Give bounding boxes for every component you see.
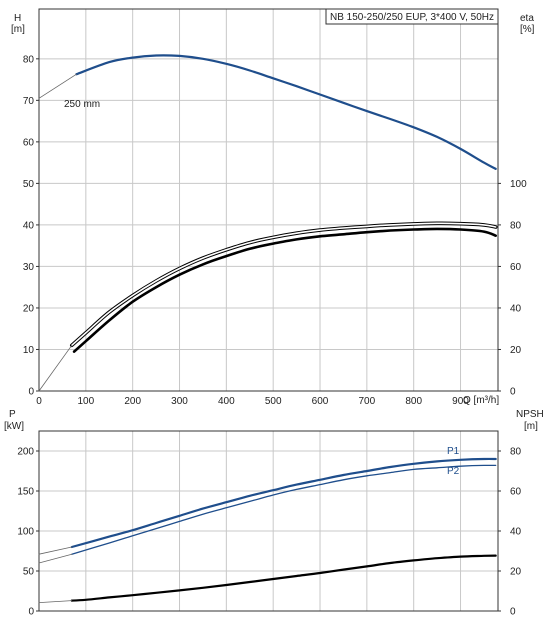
top-right-tick-label: 40 [510, 303, 522, 314]
top-grid [39, 9, 498, 391]
power-axis-label: P [9, 409, 16, 420]
bot-left-tick-label: 100 [17, 527, 34, 538]
top-right-tick-label: 80 [510, 220, 522, 231]
title-box [325, 8, 499, 25]
bot-series-5-line [38, 600, 73, 603]
power-axis-unit: [kW] [4, 421, 24, 432]
eta-axis-unit: [%] [520, 24, 535, 35]
bot-right-tick-label: 80 [510, 447, 522, 458]
top-right-tick-labels: 0 20 40 60 80 100 [498, 179, 527, 398]
x-tick-label: 600 [312, 396, 329, 407]
bottom-grid [39, 431, 498, 611]
top-right-tick-label: 20 [510, 345, 522, 356]
top-plot-frame [38, 8, 499, 392]
top-series-3-line [72, 227, 497, 353]
bot-series-0-line [70, 457, 497, 549]
top-left-tick-label: 0 [28, 387, 34, 398]
bot-left-tick-label: 50 [23, 567, 35, 578]
bot-series-2-line [38, 546, 73, 555]
x-tick-label: 0 [36, 396, 42, 407]
bot-right-tick-label: 0 [510, 607, 516, 618]
top-left-tick-label: 70 [23, 96, 35, 107]
top-left-tick-labels: 0 10 20 30 40 50 60 70 80 [23, 54, 39, 398]
x-tick-label: 200 [124, 396, 141, 407]
bottom-plot-frame [38, 430, 499, 612]
bottom-right-tick-labels: 0 20 40 60 80 [498, 447, 522, 618]
bot-series-4-line [70, 554, 497, 602]
top-left-tick-label: 20 [23, 303, 35, 314]
impeller-diameter-annotation: 250 mm [64, 99, 100, 110]
npsh-axis-label: NPSH [516, 409, 544, 420]
bot-right-tick-label: 40 [510, 527, 522, 538]
x-tick-label: 300 [171, 396, 188, 407]
npsh-axis-unit: [m] [524, 421, 538, 432]
top-left-tick-label: 60 [23, 137, 35, 148]
head-axis-label: H [14, 13, 21, 24]
x-tick-label: 500 [265, 396, 282, 407]
head-axis-unit: [m] [11, 24, 25, 35]
x-tick-label: 700 [359, 396, 376, 407]
chart-title: NB 150-250/250 EUP, 3*400 V, 50Hz [330, 12, 494, 23]
bot-series-3-line [38, 553, 73, 564]
head-efficiency-panel: 0 10 20 30 40 50 60 70 80 0 20 40 60 80 100 0 100 200 30… [11, 8, 535, 407]
x-tick-label: 400 [218, 396, 235, 407]
series-label-p2: P2 [447, 466, 460, 477]
top-series-0-line [75, 54, 497, 170]
top-left-tick-label: 80 [23, 54, 35, 65]
bottom-left-tick-labels: 0 50 100 150 200 [17, 447, 39, 618]
top-series-group [38, 54, 498, 392]
x-tick-label: 800 [405, 396, 422, 407]
top-left-tick-label: 40 [23, 220, 35, 231]
bot-right-tick-label: 20 [510, 567, 522, 578]
bot-series-1-line [71, 464, 497, 555]
top-right-tick-label: 100 [510, 179, 527, 190]
power-npsh-panel: 0 50 100 150 200 0 20 40 60 80 P [kW] NPSH [m] P… [4, 409, 544, 618]
flow-axis-label: Q [m³/h] [463, 395, 499, 406]
top-x-tick-labels: 0 100 200 300 400 500 600 700 800 900 [36, 396, 469, 407]
top-left-tick-label: 50 [23, 179, 35, 190]
series-label-p1: P1 [447, 446, 460, 457]
bot-left-tick-label: 150 [17, 487, 34, 498]
top-series-1-line [38, 73, 77, 99]
x-tick-label: 900 [452, 396, 469, 407]
top-series-4-line [38, 344, 73, 392]
bot-left-tick-label: 0 [28, 607, 34, 618]
bot-left-tick-label: 200 [17, 447, 34, 458]
bot-right-tick-label: 60 [510, 487, 522, 498]
top-left-tick-label: 30 [23, 262, 35, 273]
top-series-2-line [71, 222, 497, 347]
top-left-tick-label: 10 [23, 345, 35, 356]
bottom-series-group [38, 457, 497, 603]
eta-axis-label: eta [520, 13, 534, 24]
x-tick-label: 100 [77, 396, 94, 407]
top-right-tick-label: 0 [510, 387, 516, 398]
top-right-tick-label: 60 [510, 262, 522, 273]
